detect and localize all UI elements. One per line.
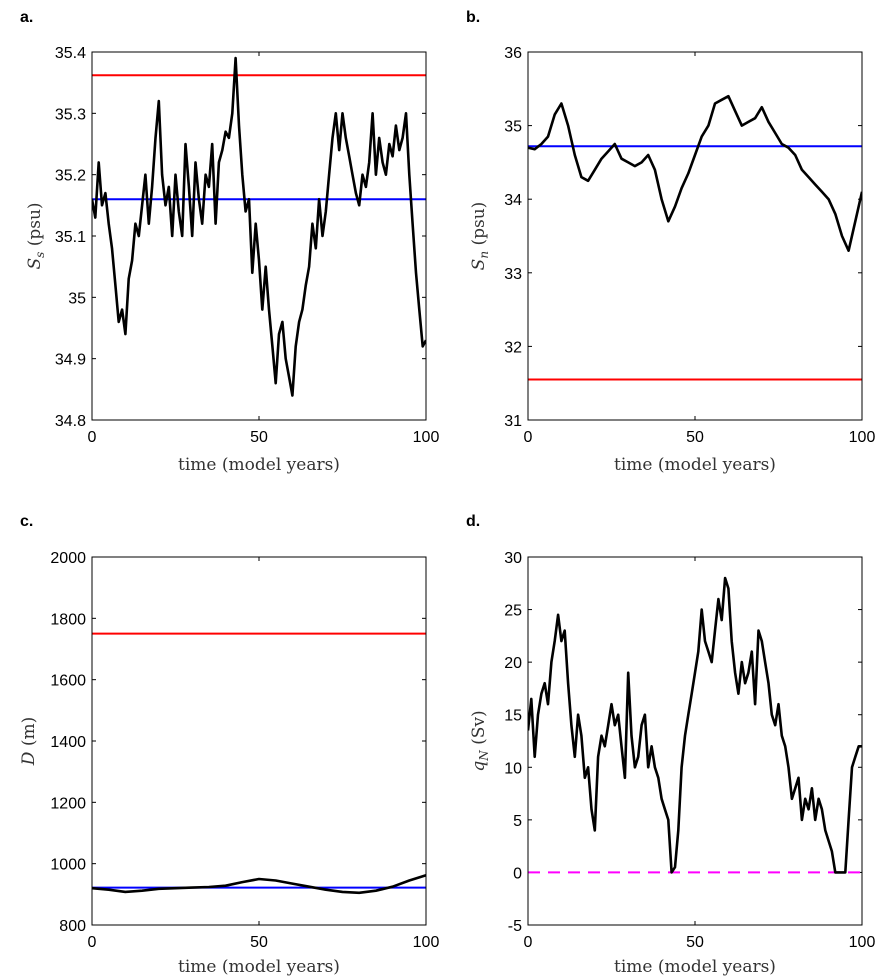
x-tick-label-a-1: 50: [250, 429, 268, 446]
y-axis-label-d: qN (Sv): [469, 710, 491, 771]
y-tick-label-b-1: 32: [504, 339, 522, 356]
y-tick-label-d-6: 25: [504, 603, 522, 620]
y-axis-label-d-sub: N: [477, 750, 491, 762]
plot-frame-b: [527, 51, 863, 421]
series-line-b-0: [528, 94, 862, 252]
y-tick-label-a-1: 34.9: [55, 352, 86, 369]
y-tick-label-b-3: 34: [504, 192, 522, 209]
y-axis-label-b-main: S: [469, 259, 489, 271]
y-axis-label-a-sub: s: [33, 252, 47, 258]
y-tick-label-d-7: 30: [504, 550, 522, 567]
y-tick-label-a-6: 35.4: [55, 45, 86, 62]
x-tick-label-a-0: 0: [88, 429, 97, 446]
y-tick-label-b-0: 31: [504, 413, 522, 430]
panel-b: b. 0 50 100 31 32 33 34 35 36 time (model years)…: [466, 9, 875, 475]
y-tick-label-d-3: 10: [504, 760, 522, 777]
y-tick-label-d-5: 20: [504, 655, 522, 672]
y-tick-label-a-0: 34.8: [55, 413, 86, 430]
y-axis-label-d-main: q: [469, 761, 489, 772]
x-tick-label-b-0: 0: [524, 429, 533, 446]
y-tick-label-c-1: 1000: [50, 857, 86, 874]
x-tick-label-d-2: 100: [849, 934, 876, 951]
panel-letter-c: c.: [20, 513, 33, 530]
panel-c: c. 0 50 100 800 1000 1200 1400 1600 1800 2000 tim…: [19, 513, 439, 977]
y-tick-label-a-5: 35.3: [55, 106, 86, 123]
x-tick-label-d-0: 0: [524, 934, 533, 951]
series-line-d-0: [528, 576, 862, 874]
x-tick-label-b-1: 50: [686, 429, 704, 446]
y-tick-label-d-2: 5: [513, 813, 522, 830]
y-tick-label-a-3: 35.1: [55, 229, 86, 246]
x-tick-label-c-0: 0: [88, 934, 97, 951]
plot-frame-d: [527, 556, 863, 926]
y-tick-label-c-3: 1400: [50, 734, 86, 751]
y-axis-label-d-unit: (Sv): [469, 710, 489, 750]
y-tick-label-d-1: 0: [513, 865, 522, 882]
y-axis-label-a-unit: (psu): [25, 202, 45, 251]
y-axis-label-b: Sn (psu): [469, 202, 491, 271]
panel-a: a. 0 50 100 34.8 34.9 35 35.1 35.2 35.3 35.4 time…: [20, 9, 439, 475]
y-tick-label-c-2: 1200: [50, 795, 86, 812]
x-tick-label-c-1: 50: [250, 934, 268, 951]
y-tick-label-d-0: -5: [508, 918, 522, 935]
y-tick-label-c-0: 800: [59, 918, 86, 935]
panel-letter-d: d.: [466, 513, 480, 530]
x-tick-label-b-2: 100: [849, 429, 876, 446]
x-tick-label-a-2: 100: [413, 429, 440, 446]
y-tick-label-c-4: 1600: [50, 673, 86, 690]
plot-frame-c: [91, 556, 427, 926]
x-tick-label-d-1: 50: [686, 934, 704, 951]
series-line-a-0: [92, 56, 426, 397]
x-tick-label-c-2: 100: [413, 934, 440, 951]
y-tick-label-b-4: 35: [504, 119, 522, 136]
panel-letter-a: a.: [20, 9, 33, 26]
y-tick-label-b-2: 33: [504, 266, 522, 283]
x-axis-label-d: time (model years): [614, 957, 776, 977]
x-axis-label-b: time (model years): [614, 455, 776, 475]
x-axis-label-a: time (model years): [178, 455, 340, 475]
y-tick-label-b-5: 36: [504, 45, 522, 62]
series-line-c-0: [92, 874, 426, 895]
y-axis-label-a: Ss (psu): [25, 202, 47, 269]
plot-frame-a: [91, 51, 427, 421]
y-tick-label-a-4: 35.2: [55, 168, 86, 185]
y-axis-label-c-main: D: [19, 751, 39, 766]
y-axis-label-c-unit: (m): [19, 717, 39, 752]
panel-letter-b: b.: [466, 9, 480, 26]
y-tick-label-c-6: 2000: [50, 550, 86, 567]
y-tick-label-c-5: 1800: [50, 611, 86, 628]
y-axis-label-c: D (m): [19, 717, 39, 766]
x-axis-label-c: time (model years): [178, 957, 340, 977]
y-axis-label-a-main: S: [25, 258, 45, 270]
y-axis-label-b-unit: (psu): [469, 202, 489, 251]
y-tick-label-d-4: 15: [504, 708, 522, 725]
y-axis-label-b-sub: n: [477, 251, 491, 259]
y-tick-label-a-2: 35: [68, 290, 86, 307]
